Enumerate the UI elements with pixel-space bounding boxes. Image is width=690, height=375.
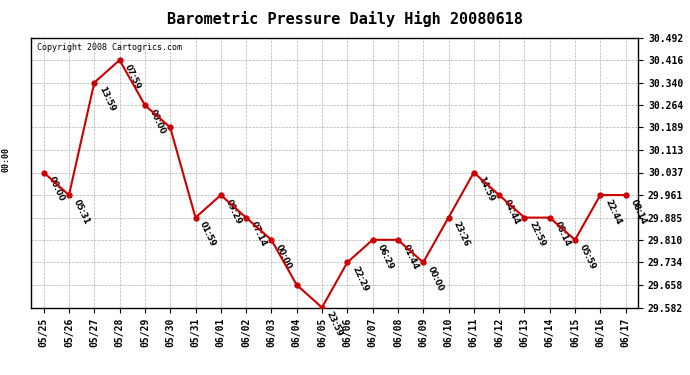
Text: 00:00: 00:00 [426, 265, 445, 293]
Text: 07:59: 07:59 [122, 63, 141, 91]
Text: 14:59: 14:59 [477, 175, 496, 203]
Text: 22:29: 22:29 [350, 265, 370, 293]
Text: 23:59: 23:59 [325, 310, 344, 338]
Text: Barometric Pressure Daily High 20080618: Barometric Pressure Daily High 20080618 [167, 11, 523, 27]
Text: 22:44: 22:44 [603, 198, 622, 226]
Text: 09:29: 09:29 [224, 198, 243, 226]
Text: 05:59: 05:59 [578, 243, 597, 271]
Text: 23:26: 23:26 [451, 220, 471, 248]
Text: 13:59: 13:59 [97, 86, 117, 113]
Text: 00:00: 00:00 [148, 108, 167, 136]
Text: 06:29: 06:29 [375, 243, 395, 271]
Text: 01:44: 01:44 [401, 243, 420, 271]
Text: 04:44: 04:44 [502, 198, 522, 226]
Text: 00:00: 00:00 [46, 175, 66, 203]
Text: 00:00: 00:00 [1, 147, 10, 171]
Text: 01:59: 01:59 [198, 220, 217, 248]
Text: 22:59: 22:59 [527, 220, 546, 248]
Text: 08:14: 08:14 [629, 198, 648, 226]
Text: 05:31: 05:31 [72, 198, 91, 226]
Text: 07:14: 07:14 [249, 220, 268, 248]
Text: 08:14: 08:14 [553, 220, 572, 248]
Text: Copyright 2008 Cartogrics.com: Copyright 2008 Cartogrics.com [37, 43, 182, 52]
Text: 00:00: 00:00 [274, 243, 293, 270]
